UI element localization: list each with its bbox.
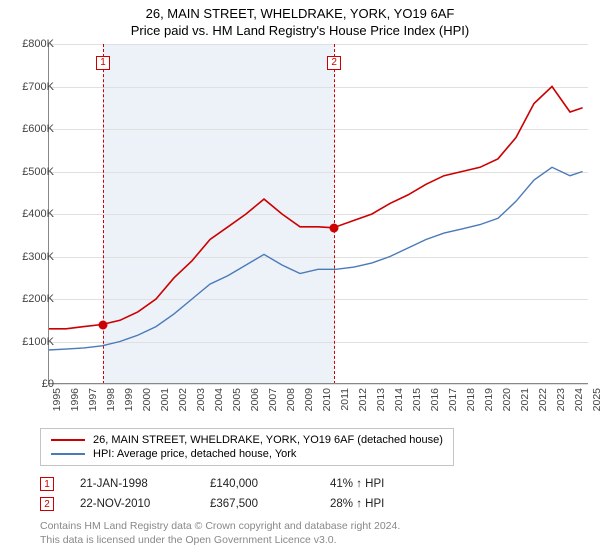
grid-line: [48, 384, 588, 385]
y-tick-label: £800K: [22, 38, 54, 50]
x-tick-label: 2003: [195, 388, 207, 411]
x-tick-label: 1996: [69, 388, 81, 411]
y-tick-label: £700K: [22, 81, 54, 93]
legend-item: HPI: Average price, detached house, York: [51, 447, 443, 461]
x-tick-label: 2021: [519, 388, 531, 411]
x-tick-label: 2020: [501, 388, 513, 411]
footer-line: Contains HM Land Registry data © Crown c…: [40, 520, 400, 534]
sale-date: 21-JAN-1998: [80, 478, 210, 490]
legend-label: HPI: Average price, detached house, York: [93, 448, 296, 460]
y-tick-label: £500K: [22, 166, 54, 178]
chart-title: 26, MAIN STREET, WHELDRAKE, YORK, YO19 6…: [0, 0, 600, 21]
x-tick-label: 1999: [123, 388, 135, 411]
x-tick-label: 1997: [87, 388, 99, 411]
x-axis-line: [48, 383, 588, 384]
x-tick-label: 2006: [249, 388, 261, 411]
y-tick-label: £200K: [22, 293, 54, 305]
legend-swatch: [51, 453, 85, 455]
x-tick-label: 2008: [285, 388, 297, 411]
footer-line: This data is licensed under the Open Gov…: [40, 534, 400, 548]
x-tick-label: 2014: [393, 388, 405, 411]
x-tick-label: 2023: [555, 388, 567, 411]
x-tick-label: 1995: [51, 388, 63, 411]
x-tick-label: 2010: [321, 388, 333, 411]
chart-container: 26, MAIN STREET, WHELDRAKE, YORK, YO19 6…: [0, 0, 600, 560]
x-tick-label: 2025: [591, 388, 600, 411]
x-tick-label: 2002: [177, 388, 189, 411]
sale-index-box: 2: [40, 497, 54, 511]
sale-index-box: 1: [40, 477, 54, 491]
series-hpi: [48, 167, 583, 350]
sale-pct: 28% ↑ HPI: [330, 498, 430, 510]
x-tick-label: 2016: [429, 388, 441, 411]
x-tick-label: 2009: [303, 388, 315, 411]
y-tick-label: £100K: [22, 336, 54, 348]
series-property: [48, 87, 583, 329]
y-tick-label: £600K: [22, 123, 54, 135]
x-tick-label: 2013: [375, 388, 387, 411]
sale-pct: 41% ↑ HPI: [330, 478, 430, 490]
chart-plot-area: 12: [48, 44, 588, 384]
legend-item: 26, MAIN STREET, WHELDRAKE, YORK, YO19 6…: [51, 433, 443, 447]
legend-swatch: [51, 439, 85, 441]
x-tick-label: 2011: [339, 388, 351, 411]
x-tick-label: 2007: [267, 388, 279, 411]
x-tick-label: 2001: [159, 388, 171, 411]
x-tick-label: 2022: [537, 388, 549, 411]
x-tick-label: 2005: [231, 388, 243, 411]
footer-attribution: Contains HM Land Registry data © Crown c…: [40, 520, 400, 547]
x-tick-label: 2015: [411, 388, 423, 411]
x-tick-label: 2017: [447, 388, 459, 411]
y-tick-label: £300K: [22, 251, 54, 263]
sale-price: £367,500: [210, 498, 330, 510]
legend-label: 26, MAIN STREET, WHELDRAKE, YORK, YO19 6…: [93, 434, 443, 446]
x-tick-label: 2018: [465, 388, 477, 411]
chart-subtitle: Price paid vs. HM Land Registry's House …: [0, 21, 600, 42]
x-tick-label: 2000: [141, 388, 153, 411]
sales-row: 1 21-JAN-1998 £140,000 41% ↑ HPI: [40, 474, 430, 494]
sales-row: 2 22-NOV-2010 £367,500 28% ↑ HPI: [40, 494, 430, 514]
sale-date: 22-NOV-2010: [80, 498, 210, 510]
y-tick-label: £400K: [22, 208, 54, 220]
x-tick-label: 2024: [573, 388, 585, 411]
x-tick-label: 2019: [483, 388, 495, 411]
x-tick-label: 2004: [213, 388, 225, 411]
sales-table: 1 21-JAN-1998 £140,000 41% ↑ HPI 2 22-NO…: [40, 474, 430, 514]
line-series: [48, 44, 588, 384]
x-tick-label: 2012: [357, 388, 369, 411]
sale-price: £140,000: [210, 478, 330, 490]
legend: 26, MAIN STREET, WHELDRAKE, YORK, YO19 6…: [40, 428, 454, 466]
x-tick-label: 1998: [105, 388, 117, 411]
